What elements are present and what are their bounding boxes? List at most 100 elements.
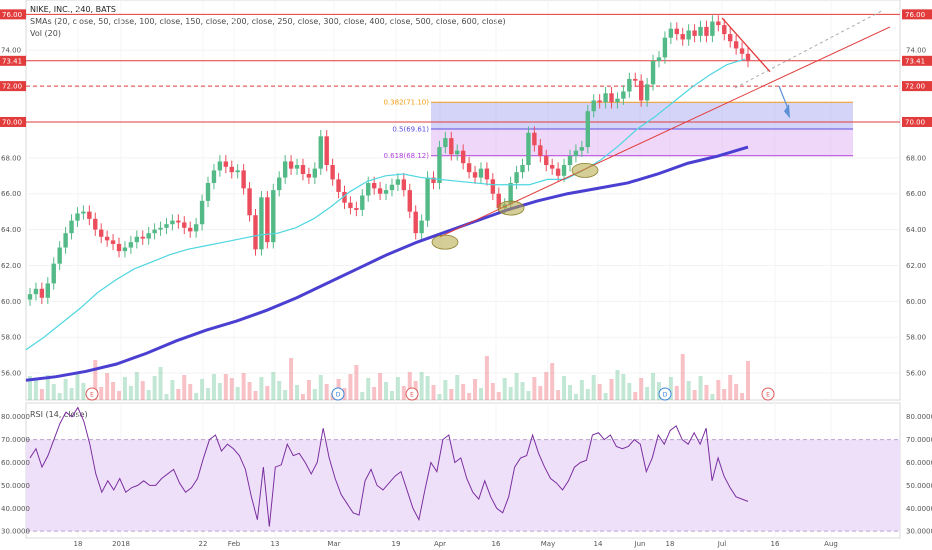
volume-bar <box>615 370 620 400</box>
volume-bar <box>443 380 448 400</box>
candle-body <box>371 182 377 189</box>
volume-bar <box>39 389 44 400</box>
volume-bar <box>567 385 572 400</box>
earnings-marker <box>761 387 775 401</box>
volume-bar <box>348 374 353 400</box>
volume-bar <box>680 354 685 400</box>
candle-body <box>555 168 561 176</box>
time-tick-label: May <box>541 540 555 548</box>
event-marker-label: D <box>663 392 668 399</box>
volume-bar <box>75 374 80 400</box>
candle-body <box>496 193 501 209</box>
candle-body <box>698 26 703 36</box>
volume-bar <box>105 373 110 400</box>
volume-bar <box>384 382 389 400</box>
volume-bar <box>645 387 650 400</box>
candle-body <box>413 211 418 234</box>
volume-bar <box>734 384 739 400</box>
volume-bar <box>686 381 691 400</box>
volume-bar <box>259 377 264 400</box>
volume-bar <box>93 360 98 400</box>
volume-bar <box>182 375 187 400</box>
time-tick-label: Mar <box>327 540 340 548</box>
candle-body <box>727 34 733 42</box>
candle-body <box>99 229 104 237</box>
volume-bar <box>289 358 294 400</box>
volume-bar <box>389 391 394 400</box>
candle-body <box>300 165 306 174</box>
candle-body <box>271 190 276 243</box>
time-tick-label: 16 <box>492 540 501 548</box>
candle-body <box>199 200 205 225</box>
candle-body <box>259 197 264 250</box>
candle-body <box>87 211 92 219</box>
price-tick-label-right: 64.00 <box>906 226 926 234</box>
candle-body <box>75 213 80 221</box>
price-level-tag-label: 70.00 <box>905 118 925 126</box>
volume-bar <box>716 380 721 400</box>
rsi-band <box>26 439 900 532</box>
support-touch-marker <box>571 163 599 178</box>
volume-bar <box>69 388 74 400</box>
candle-body <box>722 25 727 35</box>
candle-body <box>674 28 679 35</box>
fib-level-label: 0.382(71.10) <box>383 99 429 107</box>
volume-bar <box>229 378 234 400</box>
volume-bar <box>354 365 359 400</box>
candle-body <box>330 165 335 180</box>
candle-body <box>324 136 329 166</box>
candle-body <box>122 247 128 252</box>
rsi-legend: RSI (14, close) <box>30 410 88 419</box>
volume-bar <box>57 393 62 400</box>
support-touch-marker <box>431 234 459 250</box>
candle-body <box>205 182 211 201</box>
candle-body <box>93 218 98 230</box>
candle-body <box>549 165 555 169</box>
volume-bar <box>306 380 311 400</box>
volume-bar <box>651 373 656 400</box>
candle-body <box>176 220 181 223</box>
volume-bar <box>585 389 590 400</box>
volume-bar <box>235 387 240 400</box>
price-level-tag-left <box>0 55 26 66</box>
time-tick-label: Jul <box>717 540 727 548</box>
rsi-tick-label-right: 30.0000 <box>906 528 932 536</box>
dividend-marker <box>658 387 672 401</box>
candle-body <box>520 165 525 173</box>
volume-bar <box>591 375 596 400</box>
sma20-line <box>25 58 746 351</box>
volume-bar <box>146 390 151 400</box>
candle-body <box>466 163 472 173</box>
volume-bar <box>200 379 205 400</box>
volume-bar <box>99 387 104 400</box>
volume-bar <box>28 376 32 400</box>
rsi-tick-label-left: 80.0000 <box>1 413 30 421</box>
candle-body <box>389 184 395 191</box>
candle-body <box>360 195 365 210</box>
candle-body <box>294 165 300 169</box>
volume-bar <box>170 380 175 400</box>
price-level-tag-label: 76.00 <box>905 11 925 19</box>
volume-bar <box>449 389 454 400</box>
price-tick-label-left: 68.00 <box>1 154 21 162</box>
volume-bar <box>312 389 317 400</box>
volume-bar <box>194 393 199 400</box>
candle-body <box>567 156 573 166</box>
volume-bar <box>158 367 163 400</box>
candle-body <box>615 98 620 103</box>
price-tick-label-right: 56.00 <box>906 370 926 378</box>
volume-bar <box>461 384 466 400</box>
candle-body <box>484 168 490 180</box>
chart-title: NIKE, INC., 240, BATS <box>30 5 116 14</box>
price-level-tag-label: 73.41 <box>905 57 925 65</box>
candle-body <box>526 132 531 166</box>
volume-bar <box>395 377 400 400</box>
volume-bar <box>211 374 216 400</box>
candle-body <box>656 57 662 61</box>
candle-body <box>63 233 68 248</box>
candle-body <box>265 197 270 243</box>
candle-body <box>235 170 240 173</box>
candle-body <box>449 138 454 155</box>
candle-body <box>603 93 608 103</box>
